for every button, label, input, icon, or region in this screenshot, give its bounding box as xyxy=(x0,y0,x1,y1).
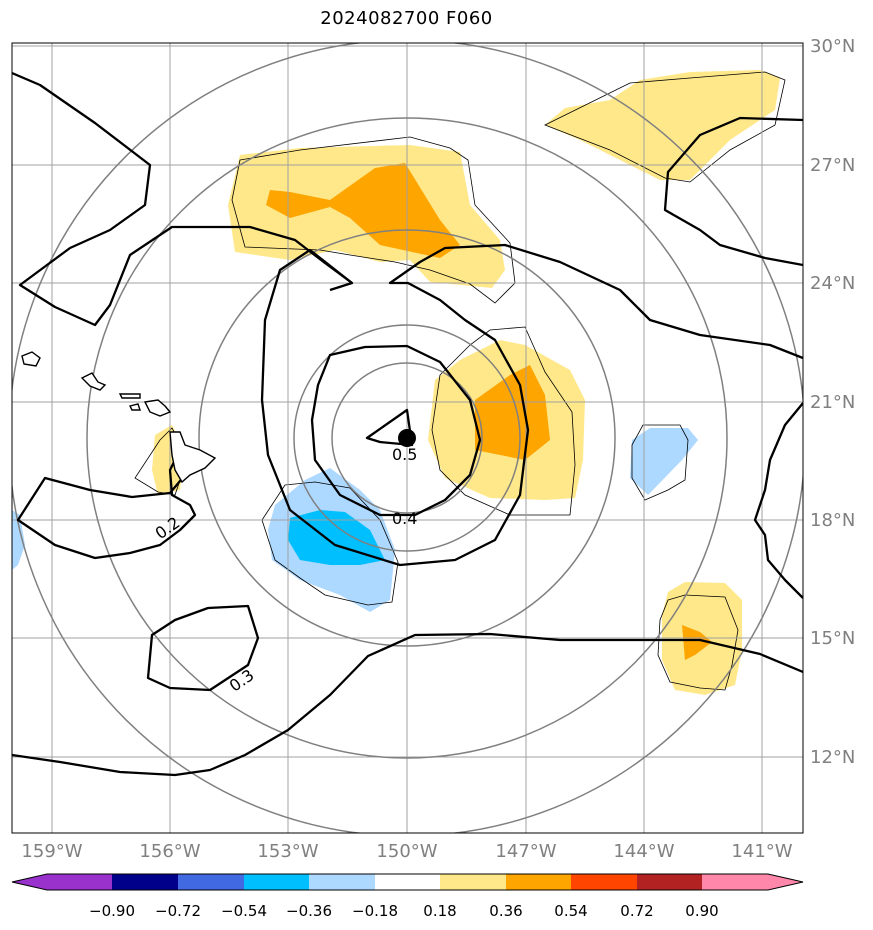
colorbar-segment xyxy=(637,874,702,890)
colorbar-tick-label: 0.90 xyxy=(685,902,718,920)
map-frame xyxy=(11,42,804,834)
island-kauai xyxy=(21,351,41,367)
island-lanai xyxy=(128,403,141,411)
colorbar-tick-label: −0.18 xyxy=(352,902,398,920)
colorbar-segment xyxy=(506,874,571,890)
contour-0.2-north xyxy=(12,71,353,327)
lon-label: 156°W xyxy=(139,841,200,862)
colorbar-segment xyxy=(244,874,309,890)
contour-south xyxy=(12,632,803,777)
lat-label: 15°N xyxy=(810,628,855,649)
island-molokai xyxy=(118,393,141,399)
colorbar-segment xyxy=(309,874,375,890)
lat-label: 30°N xyxy=(810,36,855,57)
contour-label: 0.4 xyxy=(392,509,417,528)
lon-label: 150°W xyxy=(376,841,437,862)
contour-0.3-sw xyxy=(146,604,260,692)
range-rings xyxy=(12,43,803,833)
colorbar-tick-label: −0.54 xyxy=(221,902,267,920)
contour-east xyxy=(753,402,803,599)
lon-label: 144°W xyxy=(613,841,674,862)
colorbar-extend-low xyxy=(12,874,112,890)
lon-label: 159°W xyxy=(21,841,82,862)
colorbar-tick-label: 0.72 xyxy=(620,902,653,920)
contour-ne xyxy=(663,116,803,267)
lat-label: 27°N xyxy=(810,155,855,176)
contour-lines xyxy=(12,71,803,777)
latitude-labels: 30°N 27°N 24°N 21°N 18°N 15°N 12°N xyxy=(810,36,855,768)
storm-center-marker xyxy=(398,429,416,447)
contour-0.3-a xyxy=(260,243,803,567)
lon-label: 141°W xyxy=(731,841,792,862)
field-outlines xyxy=(134,71,786,691)
island-maui xyxy=(143,399,172,417)
contour-0.2-west xyxy=(16,448,197,560)
lon-label: 153°W xyxy=(257,841,318,862)
lat-label: 12°N xyxy=(810,747,855,768)
colorbar-tick-label: 0.18 xyxy=(423,902,456,920)
colorbar-segment xyxy=(375,874,440,890)
map-title: 2024082700 F060 xyxy=(320,8,493,29)
lon-label: 147°W xyxy=(495,841,556,862)
colorbar-tick-label: −0.90 xyxy=(89,902,135,920)
colorbar-segment xyxy=(178,874,244,890)
lat-label: 18°N xyxy=(810,510,855,531)
colorbar-tick-label: −0.36 xyxy=(286,902,332,920)
contour-0.4 xyxy=(310,344,482,517)
colorbar-segment xyxy=(440,874,506,890)
lat-label: 21°N xyxy=(810,392,855,413)
longitude-labels: 159°W 156°W 153°W 150°W 147°W 144°W 141°… xyxy=(21,841,792,862)
colorbar-extend-high xyxy=(702,874,803,890)
island-big-island xyxy=(169,431,217,484)
lat-label: 24°N xyxy=(810,273,855,294)
colorbar-tick-label: −0.72 xyxy=(155,902,201,920)
colorbar-segment xyxy=(571,874,637,890)
colorbar: −0.90 −0.72 −0.54 −0.36 −0.18 0.18 0.36 … xyxy=(11,873,804,920)
island-oahu xyxy=(80,372,107,391)
contour-label: 0.5 xyxy=(392,445,417,464)
colorbar-segment xyxy=(112,874,178,890)
hawaiian-islands xyxy=(21,351,217,484)
colorbar-tick-label: 0.36 xyxy=(489,902,522,920)
colorbar-tick-label: 0.54 xyxy=(554,902,587,920)
